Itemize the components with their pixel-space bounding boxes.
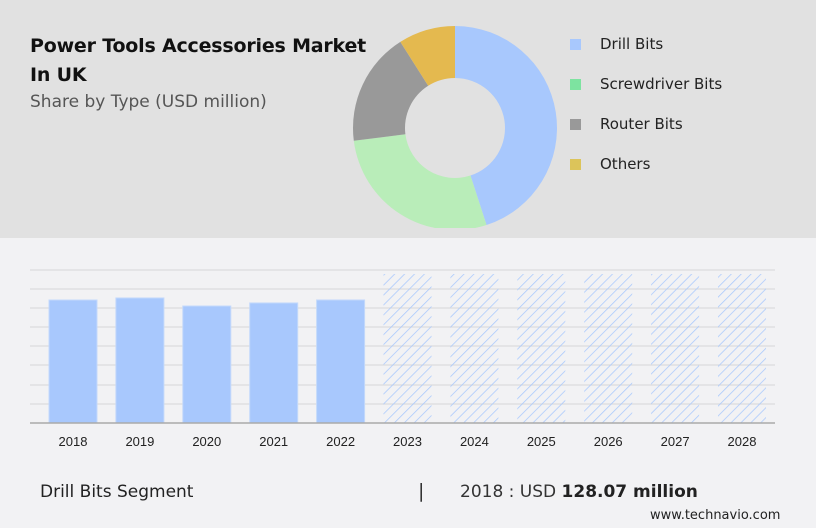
legend-item-others: Others xyxy=(570,144,722,184)
segment-value: 2018 : USD 128.07 million xyxy=(460,482,698,502)
x-tick-label: 2023 xyxy=(393,434,422,449)
bar-chart: 2018 2019 2020 2021 2022 2023 2024 2025 2026 2027… xyxy=(30,262,775,452)
swatch-icon xyxy=(570,158,581,170)
chart-subtitle: Share by Type (USD million) xyxy=(30,92,267,112)
bar-2019 xyxy=(115,297,165,424)
donut-chart xyxy=(352,26,558,228)
bar-2025 xyxy=(517,274,566,423)
donut-slice-others xyxy=(400,26,455,86)
legend-item-router-bits: Router Bits xyxy=(570,104,722,144)
x-tick-label: 2021 xyxy=(259,434,288,449)
x-tick-label: 2018 xyxy=(59,434,88,449)
x-tick-label: 2019 xyxy=(125,434,154,449)
bar-2018 xyxy=(48,299,98,424)
bar-2023 xyxy=(383,274,432,423)
bar-2026 xyxy=(584,274,633,423)
legend-item-screwdriver-bits: Screwdriver Bits xyxy=(570,64,722,104)
x-tick-label: 2022 xyxy=(326,434,355,449)
legend-item-drill-bits: Drill Bits xyxy=(570,24,722,64)
bar-2021 xyxy=(249,302,299,424)
bar-2024 xyxy=(450,274,499,423)
x-tick-label: 2028 xyxy=(728,434,757,449)
separator: | xyxy=(418,480,425,502)
x-tick-label: 2027 xyxy=(661,434,690,449)
x-tick-label: 2020 xyxy=(192,434,221,449)
legend: Drill Bits Screwdriver Bits Router Bits … xyxy=(570,24,722,184)
donut-slice-drill-bits xyxy=(455,26,558,226)
bar-2022 xyxy=(316,299,366,424)
donut-slice-router-bits xyxy=(353,41,429,141)
segment-label: Drill Bits Segment xyxy=(40,482,194,502)
x-tick-label: 2026 xyxy=(594,434,623,449)
bar-2020 xyxy=(182,305,232,424)
donut-slice-screwdriver-bits xyxy=(353,134,487,228)
bar-2028 xyxy=(718,274,766,423)
bar-2027 xyxy=(651,274,700,423)
swatch-icon xyxy=(570,78,581,90)
swatch-icon xyxy=(570,118,581,130)
x-tick-label: 2025 xyxy=(527,434,556,449)
chart-title: Power Tools Accessories Market In UK xyxy=(30,35,367,86)
x-tick-label: 2024 xyxy=(460,434,489,449)
site-link[interactable]: www.technavio.com xyxy=(650,508,781,523)
swatch-icon xyxy=(570,38,581,50)
